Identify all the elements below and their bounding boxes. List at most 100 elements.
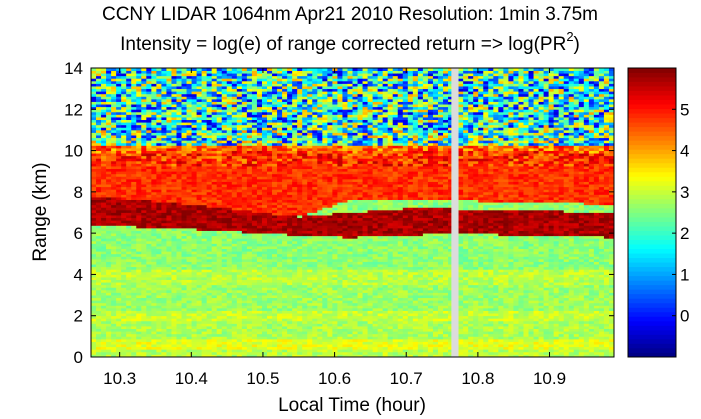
heatmap-cell [241,124,248,128]
heatmap-cell [91,344,97,348]
heatmap-cell [171,140,177,144]
heatmap-cell [236,153,243,157]
heatmap-cell [146,266,152,270]
heatmap-cell [156,297,162,301]
heatmap-cell [141,119,147,123]
heatmap-cell [267,354,273,358]
heatmap-cell [312,279,318,283]
heatmap-cell [161,341,167,345]
heatmap-cell [146,80,152,84]
heatmap-cell [211,354,218,358]
heatmap-cell [126,215,132,219]
heatmap-cell [226,222,233,226]
heatmap-cell [126,197,132,200]
heatmap-cell [287,207,293,211]
heatmap-cell [201,96,208,100]
heatmap-cell [287,331,293,335]
heatmap-cell [307,129,313,133]
heatmap-cell [141,297,147,301]
heatmap-cell [251,269,258,273]
heatmap-cell [206,202,213,206]
heatmap-cell [196,150,203,154]
heatmap-cell [181,109,187,113]
heatmap-cell [141,127,147,131]
heatmap-cell [161,326,167,330]
heatmap-cell [206,220,213,224]
heatmap-cell [196,135,203,139]
heatmap-cell [256,124,263,128]
heatmap-cell [221,202,228,206]
heatmap-cell [307,351,313,355]
heatmap-cell [201,194,208,198]
heatmap-cell [141,73,147,77]
heatmap-cell [121,222,127,226]
heatmap-cell [267,96,273,100]
heatmap-cell [201,235,208,239]
heatmap-cell [151,248,157,252]
heatmap-cell [292,68,298,71]
heatmap-cell [241,326,248,330]
heatmap-cell [277,93,283,97]
heatmap-cell [146,220,152,224]
heatmap-cell [186,140,192,144]
heatmap-cell [216,338,223,342]
heatmap-cell [96,235,102,239]
heatmap-cell [136,88,142,92]
heatmap-cell [312,264,318,268]
heatmap-cell [272,199,278,203]
heatmap-cell [156,191,162,195]
heatmap-cell [236,315,243,319]
heatmap-cell [141,117,147,121]
heatmap-cell [282,173,288,177]
heatmap-cell [292,104,298,108]
heatmap-cell [302,160,308,164]
heatmap-cell [216,104,223,108]
heatmap-cell [236,326,243,330]
heatmap-cell [297,253,303,257]
heatmap-cell [121,194,127,198]
heatmap-cell [176,253,182,257]
heatmap-cell [236,132,243,136]
heatmap-cell [267,73,273,77]
heatmap-cell [161,336,167,340]
heatmap-cell [131,227,137,231]
heatmap-cell [181,336,187,340]
heatmap-cell [191,153,198,157]
heatmap-cell [226,166,233,170]
heatmap-cell [196,230,203,234]
heatmap-cell [282,269,288,273]
heatmap-cell [221,75,228,79]
heatmap-cell [251,310,258,314]
heatmap-cell [261,212,268,216]
heatmap-cell [181,292,187,296]
heatmap-cell [121,238,127,242]
heatmap-cell [116,101,122,105]
heatmap-cell [221,137,228,141]
heatmap-cell [121,163,127,167]
heatmap-cell [131,318,137,322]
heatmap-cell [256,222,263,226]
heatmap-cell [282,135,288,139]
heatmap-cell [151,215,157,219]
heatmap-cell [171,212,177,216]
heatmap-cell [101,323,107,327]
heatmap-cell [156,83,162,87]
heatmap-cell [196,277,203,280]
heatmap-cell [206,323,213,327]
heatmap-cell [256,220,263,224]
heatmap-cell [191,171,198,175]
heatmap-cell [312,233,318,237]
heatmap-cell [282,331,288,335]
heatmap-cell [136,305,142,309]
heatmap-cell [156,145,162,149]
heatmap-cell [136,217,142,221]
heatmap-cell [246,117,253,121]
heatmap-cell [231,258,238,262]
heatmap-cell [216,75,223,79]
heatmap-cell [246,274,253,278]
heatmap-cell [196,251,203,255]
heatmap-cell [161,295,167,299]
heatmap-cell [131,331,137,335]
heatmap-cell [121,323,127,327]
heatmap-cell [251,114,258,118]
